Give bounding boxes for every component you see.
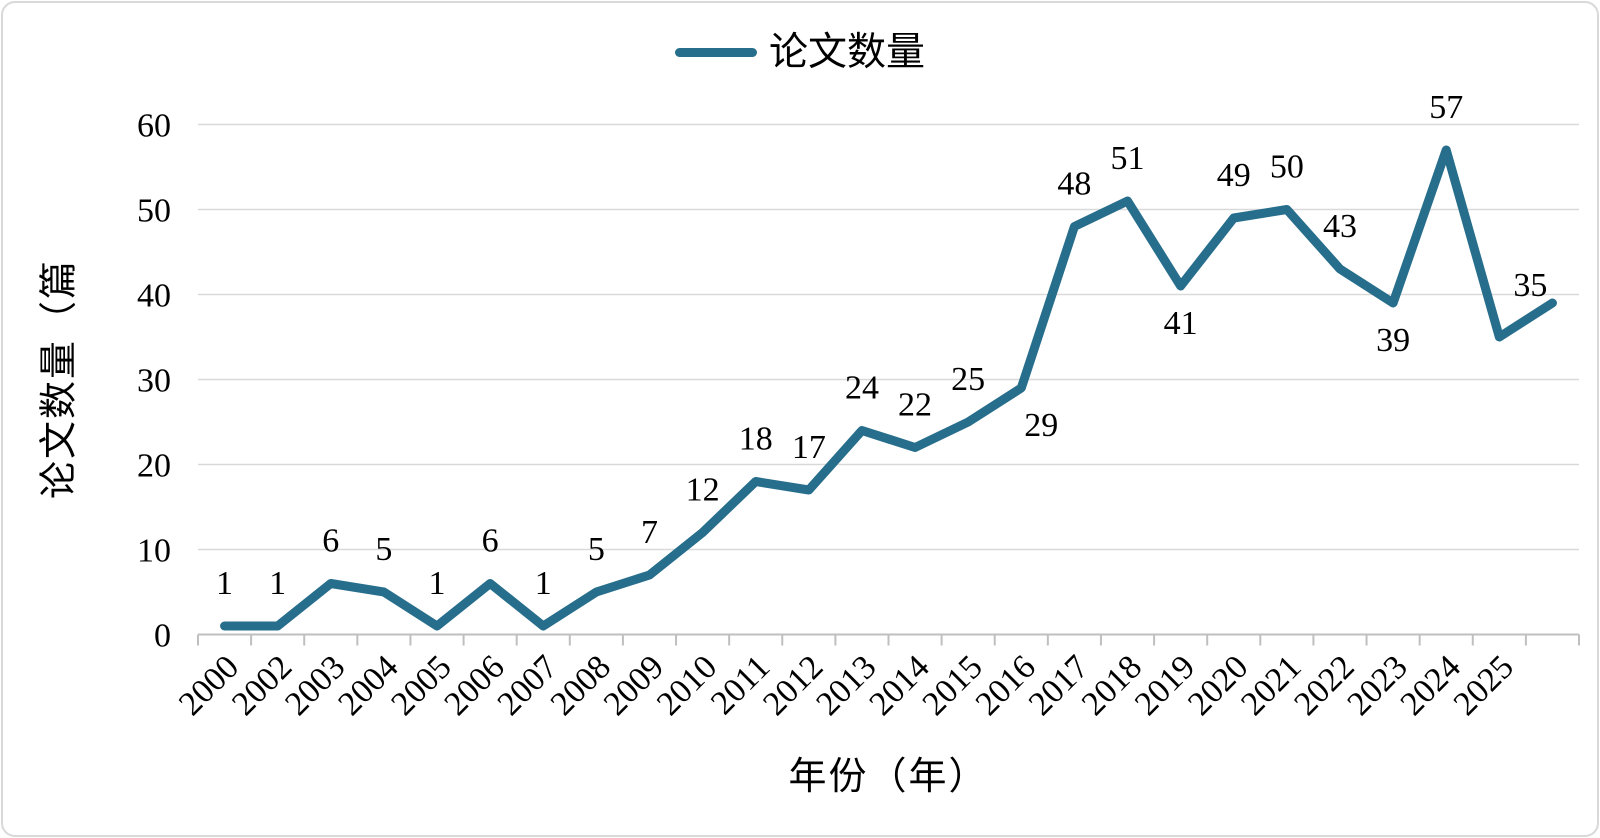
y-tick-label: 40 xyxy=(137,278,171,315)
data-label: 22 xyxy=(898,387,932,424)
data-label: 29 xyxy=(1024,407,1058,444)
data-label: 6 xyxy=(482,523,499,560)
data-label: 5 xyxy=(588,531,605,568)
data-label: 50 xyxy=(1270,149,1304,186)
data-label: 48 xyxy=(1057,166,1091,203)
data-label: 51 xyxy=(1111,140,1145,177)
y-tick-label: 60 xyxy=(137,108,171,145)
y-tick-label: 20 xyxy=(137,448,171,485)
y-tick-label: 30 xyxy=(137,363,171,400)
data-label: 39 xyxy=(1376,322,1410,359)
series-line xyxy=(220,145,1557,631)
data-label: 6 xyxy=(322,523,339,560)
data-label: 35 xyxy=(1513,267,1547,304)
data-label: 17 xyxy=(792,429,826,466)
line-chart-plot-area: 0102030405060200020022003200420052006200… xyxy=(137,89,1580,723)
data-label: 1 xyxy=(429,565,446,602)
chart-legend: 论文数量 xyxy=(3,33,1597,72)
data-label: 5 xyxy=(375,531,392,568)
data-label: 25 xyxy=(951,361,985,398)
data-label: 24 xyxy=(845,370,879,407)
data-label: 1 xyxy=(535,565,552,602)
data-label: 1 xyxy=(269,565,286,602)
legend-series-label: 论文数量 xyxy=(768,31,925,74)
data-label: 57 xyxy=(1429,89,1463,126)
data-label: 12 xyxy=(686,472,720,509)
x-axis-title: 年份（年） xyxy=(788,756,989,798)
data-label: 43 xyxy=(1323,208,1357,245)
data-label: 49 xyxy=(1217,157,1251,194)
legend-line-swatch xyxy=(674,48,757,57)
data-label: 1 xyxy=(216,565,233,602)
data-label: 7 xyxy=(641,514,658,551)
y-tick-label: 0 xyxy=(154,618,171,655)
y-tick-label: 50 xyxy=(137,193,171,230)
x-tick-label: 2025 xyxy=(1447,648,1521,722)
data-label: 41 xyxy=(1164,305,1198,342)
y-tick-label: 10 xyxy=(137,533,171,570)
data-label: 18 xyxy=(739,421,773,458)
